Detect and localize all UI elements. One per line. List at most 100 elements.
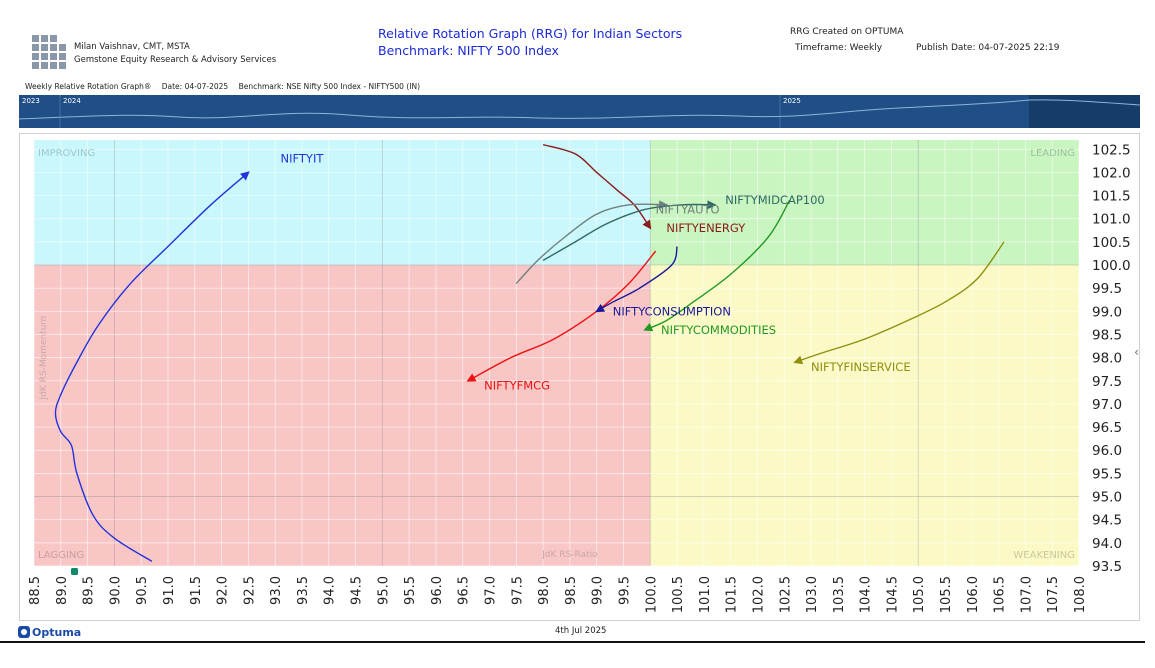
collapse-panel-chevron-icon[interactable]: ‹ [1134, 345, 1139, 359]
grid-layer [33, 140, 1080, 567]
logo-square [41, 35, 48, 42]
navigator-background [19, 95, 1140, 128]
y-tick-label: 95.0 [1092, 490, 1122, 506]
series-tail-niftyit [54, 171, 250, 562]
quadrant-label-lagging: LAGGING [38, 550, 84, 561]
series-tail-niftyfinservice [793, 241, 1005, 365]
x-tick-label: 104.0 [859, 576, 874, 613]
navigator-year-2024: 2024 [63, 97, 81, 105]
x-tick-label: 91.0 [162, 576, 177, 605]
y-tick-label: 98.0 [1092, 351, 1122, 367]
series-label-niftycommodities: NIFTYCOMMODITIES [661, 323, 776, 337]
logo-square [41, 53, 48, 60]
x-tick-label: 90.5 [135, 576, 150, 605]
x-tick-label: 100.0 [644, 576, 659, 613]
quadrant-label-weakening: WEAKENING [1013, 550, 1075, 561]
y-tick-label: 100.0 [1092, 258, 1131, 274]
x-tick-label: 90.0 [108, 576, 123, 605]
y-tick-label: 100.5 [1092, 235, 1131, 251]
y-tick-label: 94.0 [1092, 536, 1122, 552]
series-label-niftyenergy: NIFTYENERGY [666, 221, 746, 235]
logo-square [32, 35, 39, 42]
x-tick-label: 89.0 [55, 576, 70, 605]
title-line-2: Benchmark: NIFTY 500 Index [378, 43, 559, 58]
y-tick-label: 97.5 [1092, 374, 1122, 390]
logo-square [50, 62, 57, 69]
series-tail-niftyfmcg [466, 250, 657, 382]
x-tick-label: 99.5 [617, 576, 632, 605]
company-name: Gemstone Equity Research & Advisory Serv… [74, 55, 277, 65]
series-tail-niftycommodities [643, 199, 791, 332]
x-tick-label: 92.0 [216, 576, 231, 605]
optuma-brand-text: Optuma [32, 625, 82, 639]
y-axis-label: JdK RS-Momentum [39, 316, 49, 401]
chart-subheader: Weekly Relative Rotation Graph® Date: 04… [25, 82, 428, 91]
footer-date: 4th Jul 2025 [555, 626, 607, 636]
y-tick-label: 93.5 [1092, 559, 1122, 575]
x-tick-label: 93.0 [269, 576, 284, 605]
bottom-rule [0, 641, 1145, 643]
y-tick-label: 94.5 [1092, 513, 1122, 529]
y-tick-label: 102.0 [1092, 165, 1131, 181]
y-tick-labels: 93.5 94.0 94.5 95.0 95.5 96.0 96.5 97.0 97.5 98.0… [1092, 142, 1131, 575]
logo-square [59, 62, 66, 69]
series-layer [54, 143, 1005, 562]
x-tick-label: 106.5 [993, 576, 1008, 613]
x-tick-label: 98.0 [537, 576, 552, 605]
x-tick-label: 96.0 [430, 576, 445, 605]
quadrant-labels: IMPROVING LEADING LAGGING WEAKENING JdK … [38, 148, 1075, 561]
x-tick-label: 103.5 [832, 576, 847, 613]
series-label-niftyfmcg: NIFTYFMCG [484, 378, 550, 392]
y-tick-label: 95.5 [1092, 466, 1122, 482]
logo-square [41, 44, 48, 51]
x-tick-label: 108.0 [1073, 576, 1088, 613]
x-tick-label: 94.5 [350, 576, 365, 605]
subheader-chart-name: Weekly Relative Rotation Graph® [25, 82, 152, 91]
logo-square [32, 62, 39, 69]
x-tick-label: 95.5 [403, 576, 418, 605]
y-tick-label: 96.5 [1092, 420, 1122, 436]
publish-date-text: Publish Date: 04-07-2025 22:19 [916, 43, 1060, 53]
quadrant-improving [34, 140, 651, 266]
y-tick-label: 96.0 [1092, 443, 1122, 459]
logo-square [59, 44, 66, 51]
x-tick-label: 98.5 [564, 576, 579, 605]
quadrant-lagging [34, 265, 651, 566]
chart-frame [19, 133, 1140, 621]
x-tick-label: 104.5 [885, 576, 900, 613]
series-tail-niftymidcap100 [542, 200, 717, 261]
x-tick-label: 95.0 [376, 576, 391, 605]
chart-title: Relative Rotation Graph (RRG) for Indian… [378, 25, 682, 59]
logo-square [32, 53, 39, 60]
series-tail-niftyauto [515, 200, 669, 285]
x-tick-label: 88.5 [28, 576, 43, 605]
x-tick-label: 96.5 [457, 576, 472, 605]
x-tick-label: 97.0 [484, 576, 499, 605]
timeline-navigator[interactable]: 2023 2024 2025 [19, 95, 1140, 128]
timeframe-text: Timeframe: Weekly [795, 43, 883, 53]
author-name: Milan Vaishnav, CMT, MSTA [74, 42, 190, 52]
logo-square [50, 44, 57, 51]
x-tick-label: 93.5 [296, 576, 311, 605]
x-tick-label: 105.0 [912, 576, 927, 613]
x-axis-label: JdK RS-Ratio [541, 550, 598, 560]
rrg-created-text: RRG Created on OPTUMA [790, 27, 904, 37]
navigator-selection[interactable] [1029, 95, 1140, 128]
navigator-year-2023: 2023 [22, 97, 40, 105]
x-tick-label: 107.0 [1019, 576, 1034, 613]
y-tick-label: 98.5 [1092, 327, 1122, 343]
x-tick-label: 100.5 [671, 576, 686, 613]
y-tick-label: 97.0 [1092, 397, 1122, 413]
x-tick-label: 99.0 [591, 576, 606, 605]
y-tick-label: 99.0 [1092, 304, 1122, 320]
logo-square [41, 62, 48, 69]
x-axis-scroll-handle[interactable] [71, 568, 78, 575]
logo-square [50, 35, 57, 42]
series-label-niftymidcap100: NIFTYMIDCAP100 [725, 193, 824, 207]
y-tick-label: 101.5 [1092, 189, 1131, 205]
series-label-niftyit: NIFTYIT [281, 152, 325, 166]
x-tick-label: 105.5 [939, 576, 954, 613]
x-tick-label: 97.5 [510, 576, 525, 605]
series-tail-niftyenergy [542, 143, 652, 230]
